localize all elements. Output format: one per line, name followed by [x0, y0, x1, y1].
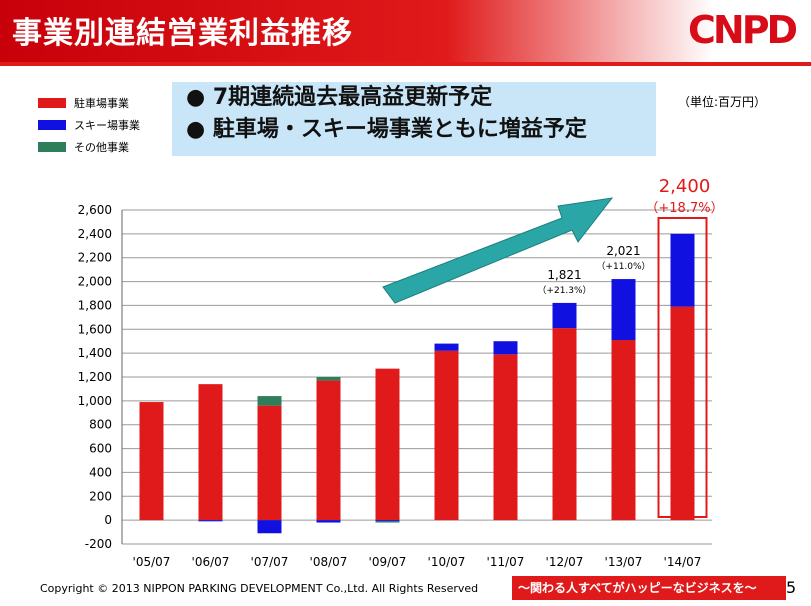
bar [552, 328, 577, 521]
legend-swatch-ski [38, 120, 66, 130]
company-logo: CNPD [688, 8, 798, 52]
header-bar: 事業別連結営業利益推移 [0, 0, 811, 64]
y-tick-label: 800 [89, 418, 112, 432]
x-tick-label: '09/07 [369, 555, 407, 569]
legend-label-other: その他事業 [74, 141, 129, 154]
bar [611, 340, 636, 521]
highlight-callout: ● 7期連続過去最高益更新予定 ● 駐車場・スキー場事業ともに増益予定 [172, 82, 656, 156]
legend-swatch-parking [38, 98, 66, 108]
bar [493, 341, 518, 355]
x-tick-label: '07/07 [251, 555, 289, 569]
page-number: 5 [786, 578, 797, 597]
x-tick-label: '08/07 [310, 555, 348, 569]
unit-label: （単位:百万円） [678, 95, 767, 109]
bar [198, 384, 223, 521]
annotation-growth: （+18.7%） [645, 201, 723, 216]
bar [670, 233, 695, 307]
bar [316, 380, 341, 521]
y-tick-label: 400 [89, 465, 112, 479]
bar [257, 520, 282, 534]
legend-swatch-other [38, 142, 66, 152]
x-tick-label: '11/07 [487, 555, 525, 569]
annotation-growth: （+21.3%） [537, 285, 591, 296]
annotation-growth: （+11.0%） [596, 261, 650, 272]
callout-line-1: ● 7期連続過去最高益更新予定 [186, 85, 493, 110]
chart-legend: 駐車場事業 スキー場事業 その他事業 [38, 92, 140, 158]
legend-label-ski: スキー場事業 [74, 119, 140, 132]
y-tick-label: 1,000 [78, 394, 112, 408]
y-tick-label: 1,600 [78, 322, 112, 336]
bar [139, 402, 164, 521]
bar [316, 377, 341, 381]
bar [434, 343, 459, 351]
header-divider [0, 62, 811, 66]
bar [375, 521, 400, 523]
x-tick-label: '06/07 [192, 555, 230, 569]
footer-tagline: ～関わる人すべてがハッピーなビジネスを～ [512, 576, 786, 600]
bar [552, 302, 577, 329]
bar [670, 306, 695, 521]
y-tick-label: 1,400 [78, 346, 112, 360]
bar [375, 368, 400, 521]
y-tick-label: 1,200 [78, 370, 112, 384]
x-tick-label: '10/07 [428, 555, 466, 569]
bar [316, 520, 341, 523]
trend-arrow [382, 197, 614, 304]
y-tick-label: 600 [89, 442, 112, 456]
x-tick-label: '12/07 [546, 555, 584, 569]
highlight-box [657, 217, 708, 518]
legend-item-other: その他事業 [38, 136, 140, 158]
bar [257, 405, 282, 521]
callout-line-2: ● 駐車場・スキー場事業ともに増益予定 [186, 117, 587, 142]
y-tick-label: -200 [85, 537, 112, 551]
bar [198, 520, 223, 522]
y-tick-label: 2,400 [78, 227, 112, 241]
y-tick-label: 2,000 [78, 275, 112, 289]
bar [434, 350, 459, 521]
bar [375, 520, 400, 522]
legend-item-ski: スキー場事業 [38, 114, 140, 136]
annotation-value: 1,821 [547, 268, 581, 282]
copyright-text: Copyright © 2013 NIPPON PARKING DEVELOPM… [40, 582, 479, 595]
y-tick-label: 0 [104, 513, 112, 527]
page-title: 事業別連結営業利益推移 [12, 16, 353, 51]
bar [611, 279, 636, 341]
y-tick-label: 2,200 [78, 251, 112, 265]
bar [493, 354, 518, 521]
y-tick-label: 2,600 [78, 203, 112, 217]
annotation-value: 2,021 [606, 244, 640, 258]
x-tick-label: '13/07 [605, 555, 643, 569]
legend-label-parking: 駐車場事業 [74, 97, 129, 110]
annotation-value: 2,400 [659, 176, 711, 197]
bar [257, 396, 282, 406]
legend-item-parking: 駐車場事業 [38, 92, 140, 114]
y-tick-label: 200 [89, 489, 112, 503]
x-tick-label: '05/07 [133, 555, 171, 569]
x-tick-label: '14/07 [664, 555, 702, 569]
y-tick-label: 1,800 [78, 298, 112, 312]
